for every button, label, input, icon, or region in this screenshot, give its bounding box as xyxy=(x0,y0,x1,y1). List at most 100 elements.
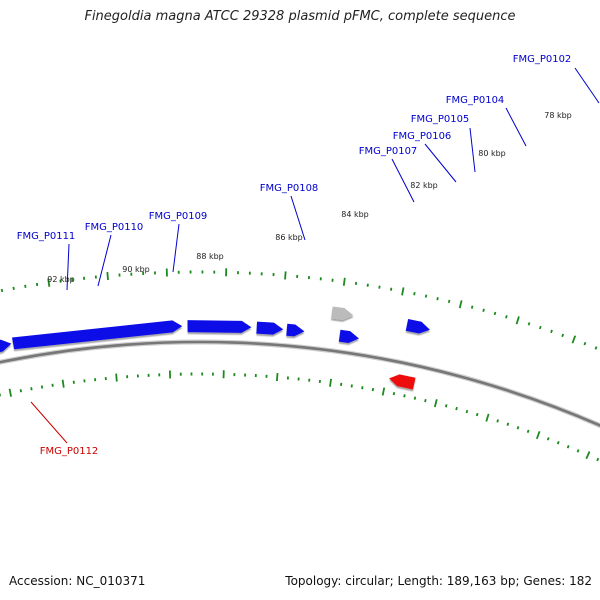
gene-label-leader xyxy=(30,401,68,444)
gene-label: FMG_P0108 xyxy=(260,183,319,194)
outer-ruler-tick xyxy=(594,346,598,350)
outer-ruler-tick xyxy=(413,292,416,296)
inner-ruler-tick xyxy=(61,379,65,388)
outer-ruler-tick xyxy=(12,286,15,290)
inner-ruler-tick xyxy=(506,422,510,426)
gene-label-leader xyxy=(290,195,306,241)
inner-ruler-tick xyxy=(455,406,458,411)
gene-label: FMG_P0102 xyxy=(513,54,572,65)
outer-ruler-tick xyxy=(561,333,565,338)
outer-ruler-tick xyxy=(0,288,4,293)
gene-fmg-p0107 xyxy=(187,320,252,333)
gene-label: FMG_P0104 xyxy=(446,95,505,106)
inner-ruler-tick xyxy=(371,387,375,392)
outer-ruler-tick xyxy=(447,299,451,304)
inner-ruler-tick xyxy=(424,398,427,403)
tick-label: 88 kbp xyxy=(196,252,224,261)
outer-ruler-tick xyxy=(342,277,346,286)
gene-label: FMG_P0112 xyxy=(40,446,99,457)
inner-ruler-tick xyxy=(275,373,279,382)
outer-ruler-tick xyxy=(550,329,553,334)
tick-label: 90 kbp xyxy=(122,265,150,274)
tick-label: 78 kbp xyxy=(544,111,572,120)
outer-ruler-tick xyxy=(571,335,577,344)
map-title: Finegoldia magna ATCC 29328 plasmid pFMC… xyxy=(84,9,516,24)
gene-fmg-p0104 xyxy=(338,329,359,343)
outer-ruler-tick xyxy=(470,305,474,309)
outer-ruler-tick xyxy=(583,341,587,346)
gene-fmg-p0102 xyxy=(405,318,430,334)
inner-ruler-tick xyxy=(535,430,541,440)
outer-ruler-tick xyxy=(493,311,497,316)
inner-ruler-tick xyxy=(496,419,499,423)
inner-ruler-tick xyxy=(392,391,396,396)
gene-label: FMG_P0109 xyxy=(149,211,208,222)
inner-ruler-tick xyxy=(485,413,490,422)
outer-ruler-tick xyxy=(389,287,393,291)
inner-ruler-tick xyxy=(546,437,550,441)
gene-label-leader xyxy=(469,127,476,173)
gene-pseudo xyxy=(331,306,354,320)
gene-label: FMG_P0105 xyxy=(411,114,470,125)
inner-ruler-tick xyxy=(516,426,520,430)
tick-label: 86 kbp xyxy=(275,233,303,242)
inner-ruler-tick xyxy=(444,404,448,408)
inner-ruler-tick xyxy=(566,445,570,449)
gene-label-leader xyxy=(505,107,527,147)
gene-label-leader xyxy=(172,223,180,273)
inner-ruler-tick xyxy=(596,457,600,462)
outer-ruler-tick xyxy=(538,325,542,330)
accession-text: Accession: NC_010371 xyxy=(9,574,146,588)
gene-fmg-p0106 xyxy=(256,321,284,335)
inner-ruler-tick xyxy=(115,373,118,382)
topology-text: Topology: circular; Length: 189,163 bp; … xyxy=(285,574,592,588)
outer-ruler-tick xyxy=(284,271,287,280)
inner-ruler-tick xyxy=(465,409,469,414)
gene-label-leader xyxy=(424,143,457,183)
inner-ruler-tick xyxy=(403,394,406,398)
outer-ruler-tick xyxy=(482,308,485,312)
inner-ruler-tick xyxy=(19,389,23,393)
gene-fmg-p0109 xyxy=(0,339,12,353)
inner-ruler-tick xyxy=(576,449,580,453)
inner-ruler-tick xyxy=(556,440,560,445)
outer-ruler-tick xyxy=(106,271,109,281)
inner-ruler-tick xyxy=(475,412,479,417)
gene-fmg-p0108 xyxy=(12,320,183,350)
inner-ruler-tick xyxy=(329,378,332,387)
inner-ruler-tick xyxy=(413,396,417,400)
outer-ruler-tick xyxy=(527,322,531,326)
outer-ruler-tick xyxy=(401,287,405,296)
tick-label: 92 kbp xyxy=(47,275,75,284)
tick-label: 82 kbp xyxy=(410,181,438,190)
inner-ruler-tick xyxy=(30,387,33,391)
backbone-shade xyxy=(0,339,600,429)
gene-label: FMG_P0111 xyxy=(17,231,76,242)
inner-ruler-tick xyxy=(526,429,530,434)
gene-fmg-p0105 xyxy=(286,323,305,337)
gene-label: FMG_P0106 xyxy=(393,131,452,142)
tick-label: 80 kbp xyxy=(478,149,506,158)
gene-reverse-right xyxy=(389,374,416,390)
outer-ruler-tick xyxy=(378,285,381,289)
inner-ruler-tick xyxy=(585,451,591,460)
inner-ruler-tick xyxy=(381,387,386,396)
outer-ruler-tick xyxy=(515,316,520,325)
outer-ruler-tick xyxy=(424,294,428,298)
gene-label-leader xyxy=(574,67,600,104)
outer-ruler-tick xyxy=(47,278,51,287)
inner-ruler-tick xyxy=(8,388,12,397)
gene-label: FMG_P0110 xyxy=(85,222,144,233)
gene-label-leader xyxy=(97,234,112,287)
backbone-ring xyxy=(0,340,600,427)
gene-label-leader xyxy=(66,243,70,291)
outer-ruler-tick xyxy=(458,300,463,309)
gene-label: FMG_P0107 xyxy=(359,146,418,157)
inner-ruler-tick xyxy=(433,399,438,408)
inner-ruler-tick xyxy=(361,386,364,390)
outer-ruler-tick xyxy=(436,297,439,301)
map-footer: Accession: NC_010371 Topology: circular;… xyxy=(0,574,600,592)
tick-label: 84 kbp xyxy=(341,210,369,219)
gene-label-leader xyxy=(391,158,415,203)
